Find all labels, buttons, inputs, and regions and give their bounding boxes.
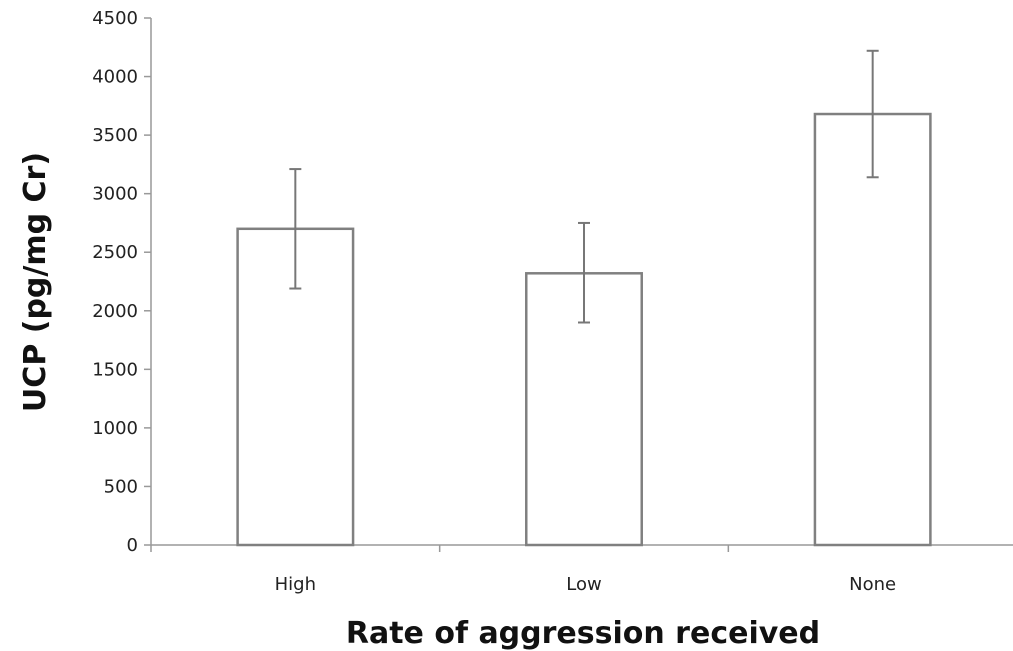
- x-tick-label: None: [849, 574, 896, 595]
- x-axis: High Low None: [150, 544, 1013, 595]
- error-bars: [289, 49, 879, 324]
- bar-none: [813, 112, 932, 547]
- y-tick-label: 4500: [92, 8, 138, 29]
- bars: [236, 112, 932, 547]
- x-axis-title: Rate of aggression received: [346, 616, 820, 651]
- x-tick-label: Low: [566, 574, 601, 595]
- y-tick-label: 1500: [92, 359, 138, 380]
- y-axis: 0 500 1000 1500 2000 2500 3000 3500 4000 4500: [92, 8, 152, 556]
- y-tick-label: 4000: [92, 67, 138, 88]
- x-tick-label: High: [275, 574, 316, 595]
- y-tick-label: 3000: [92, 184, 138, 205]
- y-axis-title: UCP (pg/mg Cr): [18, 152, 53, 412]
- y-tick-label: 0: [127, 535, 138, 556]
- y-tick-label: 500: [104, 476, 138, 497]
- y-tick-label: 1000: [92, 418, 138, 439]
- y-tick-label: 2500: [92, 242, 138, 263]
- y-tick-label: 2000: [92, 301, 138, 322]
- y-tick-label: 3500: [92, 125, 138, 146]
